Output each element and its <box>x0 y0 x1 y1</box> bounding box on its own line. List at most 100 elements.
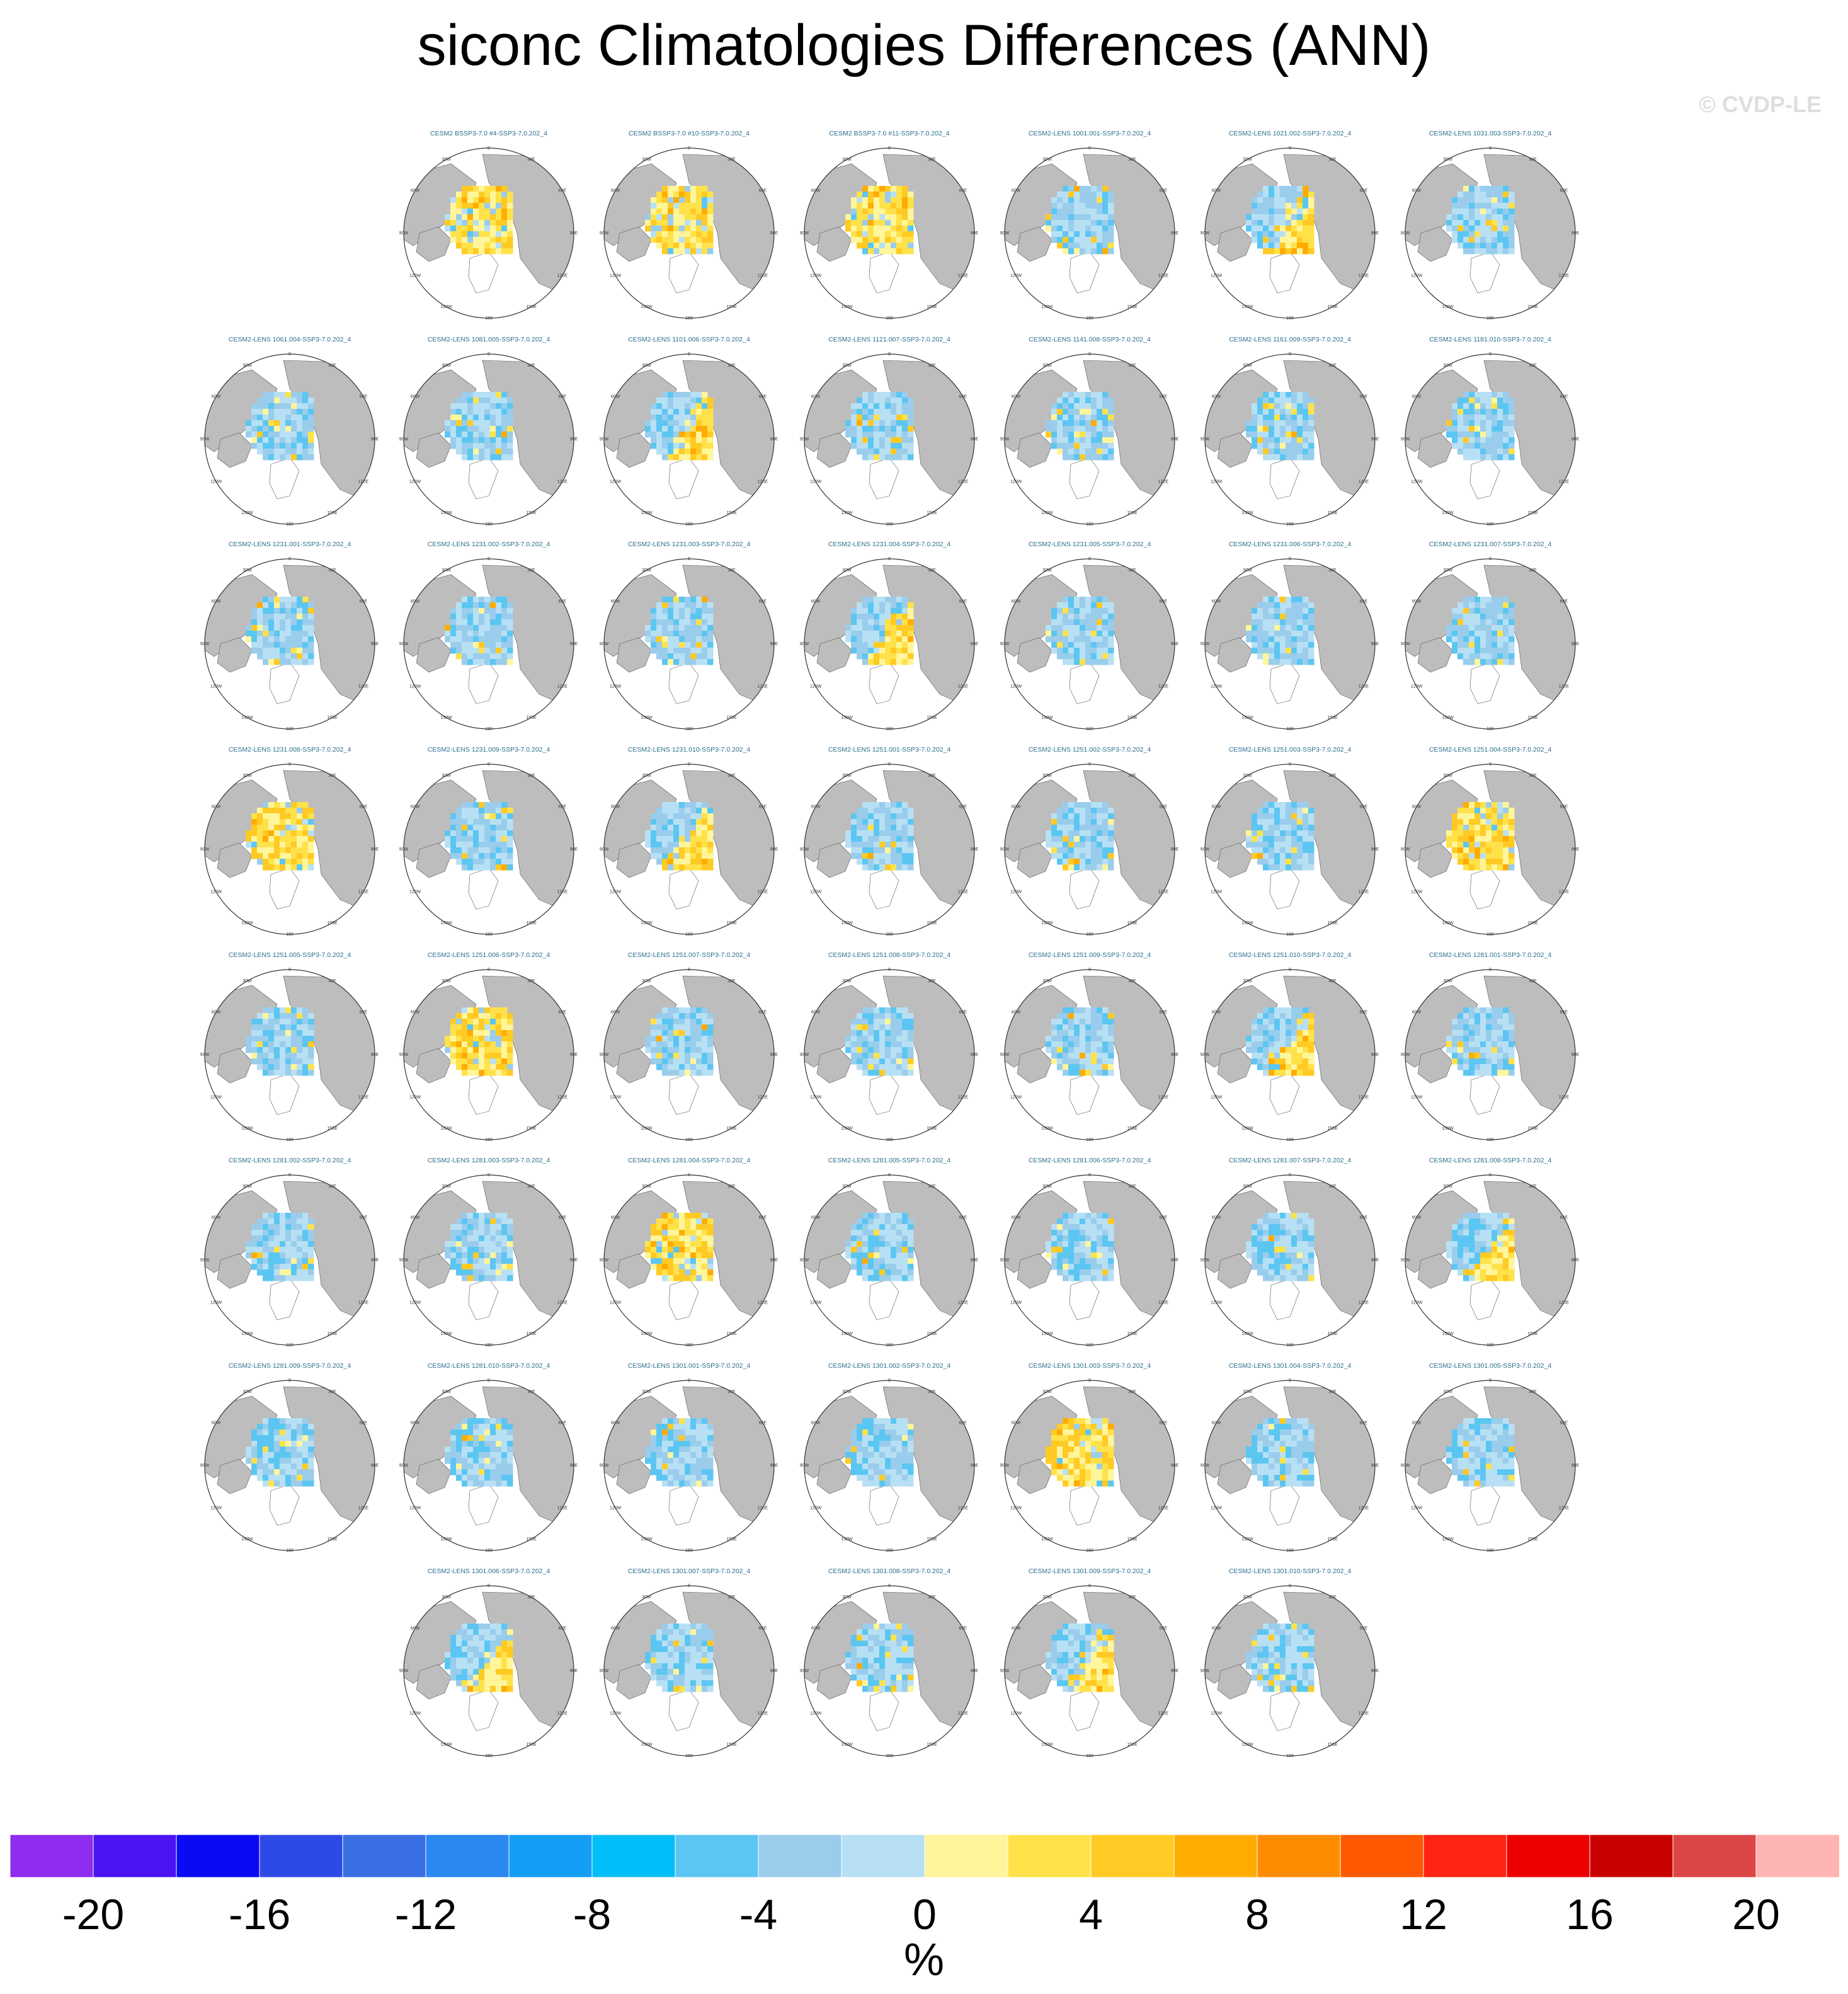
ice-anomaly-cell <box>479 825 485 831</box>
ice-anomaly-cell <box>651 642 657 648</box>
lon-label: 90W <box>1000 231 1010 236</box>
ice-anomaly-cell <box>868 819 874 825</box>
map-panel: CESM2-LENS 1231.002-SSP3-7.0.202_4 180 150… <box>394 541 583 740</box>
lon-label: 120W <box>210 890 222 895</box>
ice-anomaly-cell <box>1291 636 1298 643</box>
ice-anomaly-cell <box>902 409 908 415</box>
ice-anomaly-cell <box>1057 231 1063 238</box>
ice-anomaly-cell <box>1085 454 1092 461</box>
ice-anomaly-cell <box>696 409 702 415</box>
ice-anomaly-cell <box>908 1013 914 1019</box>
ice-anomaly-cell <box>1274 214 1280 221</box>
ice-anomaly-cell <box>456 1030 462 1036</box>
ice-anomaly-cell <box>1486 403 1492 410</box>
ice-anomaly-cell <box>297 1036 303 1042</box>
ice-anomaly-cell <box>1463 237 1469 243</box>
ice-anomaly-cell <box>908 1053 914 1059</box>
ice-anomaly-cell <box>1097 226 1103 232</box>
ice-anomaly-cell <box>685 631 691 637</box>
ice-anomaly-cell <box>1286 1058 1292 1065</box>
ice-anomaly-cell <box>1463 203 1469 209</box>
ice-anomaly-cell <box>274 642 280 648</box>
ice-anomaly-cell <box>1091 836 1097 842</box>
ice-anomaly-cell <box>857 449 863 455</box>
ice-anomaly-cell <box>908 454 914 461</box>
lon-label: 90W <box>200 847 210 852</box>
ice-anomaly-cell <box>251 1041 258 1048</box>
lon-label: 60W <box>1412 189 1422 193</box>
lon-label: 0 <box>1489 352 1492 357</box>
ice-anomaly-cell <box>1269 625 1275 631</box>
ice-anomaly-cell <box>1503 449 1509 455</box>
ice-anomaly-cell <box>280 426 286 432</box>
ice-anomaly-cell <box>685 409 691 415</box>
ice-anomaly-cell <box>679 454 685 461</box>
ice-anomaly-cell <box>673 836 680 842</box>
ice-anomaly-cell <box>845 432 852 438</box>
ice-anomaly-cell <box>251 631 258 637</box>
ice-anomaly-cell <box>702 597 708 603</box>
panel-title: CESM2-LENS 1251.006-SSP3-7.0.202_4 <box>427 951 550 959</box>
ice-anomaly-cell <box>1297 443 1303 449</box>
ice-anomaly-cell <box>891 243 897 249</box>
ice-anomaly-cell <box>696 398 702 404</box>
lon-label: 90E <box>1371 847 1379 852</box>
ice-anomaly-cell <box>467 409 474 415</box>
ice-anomaly-cell <box>263 864 269 871</box>
ice-anomaly-cell <box>1509 819 1515 825</box>
ice-anomaly-cell <box>673 853 680 859</box>
ice-anomaly-cell <box>445 214 451 221</box>
ice-anomaly-cell <box>1469 1024 1475 1031</box>
lon-label: 60E <box>959 1011 967 1015</box>
ice-anomaly-cell <box>662 409 668 415</box>
ice-anomaly-cell <box>896 437 903 444</box>
ice-anomaly-cell <box>1474 415 1481 421</box>
ice-anomaly-cell <box>1257 847 1263 854</box>
ice-anomaly-cell <box>1263 231 1269 238</box>
ice-anomaly-cell <box>1503 819 1509 825</box>
ice-anomaly-cell <box>857 1053 863 1059</box>
ice-anomaly-cell <box>896 1024 903 1031</box>
ice-anomaly-cell <box>1509 653 1515 660</box>
ice-anomaly-cell <box>450 608 457 614</box>
lon-label: 150E <box>726 1126 737 1131</box>
ice-anomaly-cell <box>1102 1036 1109 1042</box>
ice-anomaly-cell <box>1097 619 1103 626</box>
ice-anomaly-cell <box>473 608 479 614</box>
ice-anomaly-cell <box>1297 454 1303 461</box>
lon-label: 0 <box>1489 146 1492 151</box>
ice-anomaly-cell <box>501 830 508 837</box>
ice-anomaly-cell <box>1091 659 1097 665</box>
lon-label: 60W <box>1012 1011 1021 1015</box>
ice-anomaly-cell <box>1057 842 1063 848</box>
ice-anomaly-cell <box>1492 432 1498 438</box>
ice-anomaly-cell <box>874 214 880 221</box>
ice-anomaly-cell <box>1497 853 1503 859</box>
ice-anomaly-cell <box>507 864 513 871</box>
ice-anomaly-cell <box>1085 642 1092 648</box>
map-panel: CESM2 BSSP3-7.0 #4-SSP3-7.0.202_4 180 150E… <box>394 130 583 329</box>
ice-anomaly-cell <box>862 864 869 871</box>
map-boundary <box>1004 969 1175 1140</box>
ice-anomaly-cell <box>1457 209 1464 215</box>
ice-anomaly-cell <box>484 454 491 461</box>
ice-anomaly-cell <box>263 1013 269 1019</box>
ice-anomaly-cell <box>851 614 857 620</box>
ice-anomaly-cell <box>462 631 468 637</box>
ice-anomaly-cell <box>1257 192 1263 198</box>
ice-anomaly-cell <box>668 437 674 444</box>
ice-anomaly-cell <box>1057 1030 1063 1036</box>
ice-anomaly-cell <box>668 426 674 432</box>
ice-anomaly-cell <box>490 653 496 660</box>
ice-anomaly-cell <box>1097 449 1103 455</box>
ice-anomaly-cell <box>1469 209 1475 215</box>
lon-label: 90E <box>570 437 578 442</box>
ice-anomaly-cell <box>1085 1024 1092 1031</box>
lon-label: 60E <box>1160 805 1168 810</box>
ice-anomaly-cell <box>501 847 508 854</box>
lon-label: 120E <box>758 1096 768 1100</box>
ice-anomaly-cell <box>1297 614 1303 620</box>
ice-anomaly-cell <box>297 853 303 859</box>
ice-anomaly-cell <box>868 409 874 415</box>
ice-anomaly-cell <box>1252 619 1258 626</box>
